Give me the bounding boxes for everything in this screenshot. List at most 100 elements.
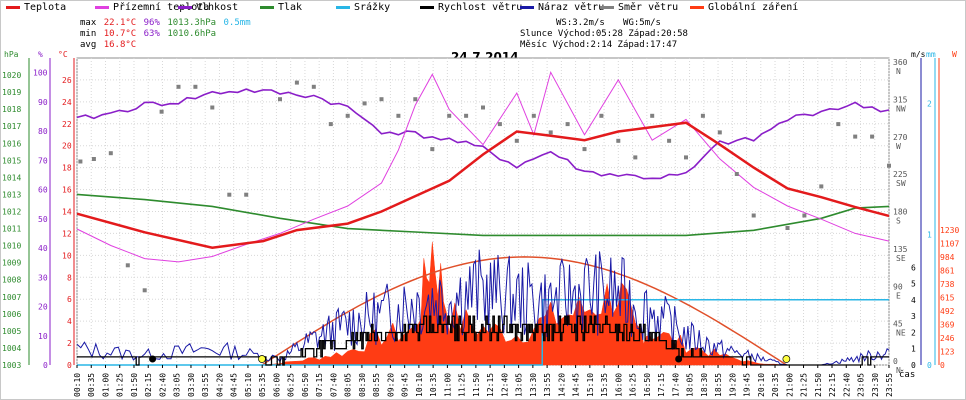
x-tick-label: 21:00 <box>785 373 794 397</box>
moonrise-marker <box>149 355 157 363</box>
legend-swatch <box>690 5 704 9</box>
radiation-tick: 1107 <box>940 239 959 248</box>
x-tick-label: 10:10 <box>415 373 424 397</box>
temperature-tick: 6 <box>67 295 72 304</box>
x-tick-label: 14:20 <box>557 373 566 397</box>
x-tick-label: 07:15 <box>315 373 324 397</box>
x-tick-label: 15:10 <box>586 373 595 397</box>
x-tick-label: 17:40 <box>671 373 680 397</box>
x-tick-label: 23:30 <box>871 373 880 397</box>
radiation-axis-unit: W <box>952 50 957 59</box>
wind-direction-point <box>481 105 485 110</box>
wind-direction-point <box>227 192 232 197</box>
pressure-tick: 1019 <box>2 88 21 97</box>
pressure-tick: 1018 <box>2 105 21 114</box>
legend-item-smer-vetru: Směr větru <box>600 2 678 16</box>
x-tick-label: 23:55 <box>885 373 894 397</box>
x-tick-label: 03:05 <box>173 373 182 397</box>
moonset-marker <box>675 355 683 363</box>
legend-swatch <box>336 5 350 9</box>
temperature-tick: 2 <box>67 339 72 348</box>
wind-direction-point <box>700 113 705 118</box>
wind-direction-point <box>244 192 249 197</box>
wind-axis-unit: m/s <box>911 50 926 59</box>
x-tick-label: 20:35 <box>771 373 780 397</box>
wind-direction-point <box>887 163 891 168</box>
legend-label: Směr větru <box>618 2 679 13</box>
pressure-tick: 1003 <box>2 361 21 370</box>
wind-direction-point <box>667 138 672 143</box>
temperature-tick: 26 <box>62 76 72 85</box>
wind-tick: 6 <box>911 263 916 272</box>
wind-direction-point <box>91 157 96 161</box>
wind-direction-point <box>853 134 858 139</box>
pressure-tick: 1010 <box>2 242 21 251</box>
x-tick-label: 01:25 <box>116 373 125 397</box>
x-tick-label: 10:35 <box>429 373 438 397</box>
x-tick-label: 04:45 <box>230 373 239 397</box>
x-tick-label: 18:30 <box>700 373 709 397</box>
wind-direction-point <box>108 151 113 156</box>
x-tick-label: 01:50 <box>130 373 139 397</box>
x-tick-label: 13:30 <box>529 373 538 397</box>
direction-tick-compass: E <box>896 291 901 300</box>
wind-direction-point <box>311 84 316 89</box>
direction-tick-compass: N <box>896 366 901 375</box>
direction-tick-compass: SW <box>896 179 906 188</box>
temperature-tick: 14 <box>62 208 72 217</box>
pressure-tick: 1008 <box>2 276 21 285</box>
wind-direction-point <box>142 288 147 293</box>
direction-tick: 360 <box>893 58 908 67</box>
x-tick-label: 18:05 <box>686 373 695 397</box>
stats-min: min 10.7°C 63% 1010.6hPa <box>80 29 218 40</box>
x-tick-label: 21:25 <box>800 373 809 397</box>
x-tick-label: 12:15 <box>486 373 495 397</box>
x-tick-label: 01:00 <box>101 373 110 397</box>
legend-item-globalni-zareni: Globální záření <box>690 2 798 16</box>
pressure-tick: 1013 <box>2 190 21 199</box>
x-tick-label: 20:10 <box>757 373 766 397</box>
radiation-tick: 738 <box>940 280 955 289</box>
wind-tick: 3 <box>911 312 916 321</box>
wind-direction-point <box>616 138 621 143</box>
direction-tick: 225 <box>893 170 908 179</box>
x-tick-label: 08:55 <box>372 373 381 397</box>
wind-direction-point <box>650 113 655 118</box>
x-tick-label: 02:15 <box>144 373 153 397</box>
wind-direction-point <box>684 155 688 160</box>
pressure-tick: 1004 <box>2 344 21 353</box>
legend: Teplota Přízemní teplota Vlhkost Tlak Sr… <box>0 0 966 18</box>
pressure-tick: 1017 <box>2 122 21 131</box>
wind-tick: 0 <box>911 361 916 370</box>
wind-gust-line <box>76 249 890 366</box>
wind-direction-point <box>78 159 83 164</box>
legend-item-vlhkost: Vlhkost <box>178 2 238 16</box>
legend-label: Přízemní teplota <box>113 2 210 13</box>
temperature-line <box>76 121 890 249</box>
direction-tick: 135 <box>893 245 908 254</box>
humidity-tick: 80 <box>38 127 48 136</box>
pressure-tick: 1020 <box>2 71 21 80</box>
legend-item-prizemni-teplota: Přízemní teplota <box>95 2 209 16</box>
stat-min-temp: 10.7°C <box>103 29 137 39</box>
wind-direction-point <box>531 113 536 118</box>
legend-swatch <box>520 5 534 9</box>
legend-swatch <box>260 5 274 9</box>
wind-speed-line <box>77 315 889 366</box>
wind-direction-point <box>430 147 435 152</box>
x-tick-label: 19:45 <box>743 373 752 397</box>
wind-direction-point <box>379 97 384 102</box>
radiation-tick: 984 <box>940 253 955 262</box>
rain-axis-unit: mm <box>926 50 936 59</box>
pressure-tick: 1012 <box>2 208 21 217</box>
direction-tick: 90 <box>893 282 903 291</box>
humidity-tick: 20 <box>38 303 48 312</box>
legend-swatch <box>600 5 614 9</box>
wind-tick: 4 <box>911 296 916 305</box>
legend-swatch <box>95 5 109 9</box>
radiation-tick: 861 <box>940 266 955 275</box>
x-tick-label: 22:40 <box>842 373 851 397</box>
wind-tick: 5 <box>911 280 916 289</box>
humidity-tick: 10 <box>38 332 48 341</box>
wind-direction-point <box>345 113 350 118</box>
